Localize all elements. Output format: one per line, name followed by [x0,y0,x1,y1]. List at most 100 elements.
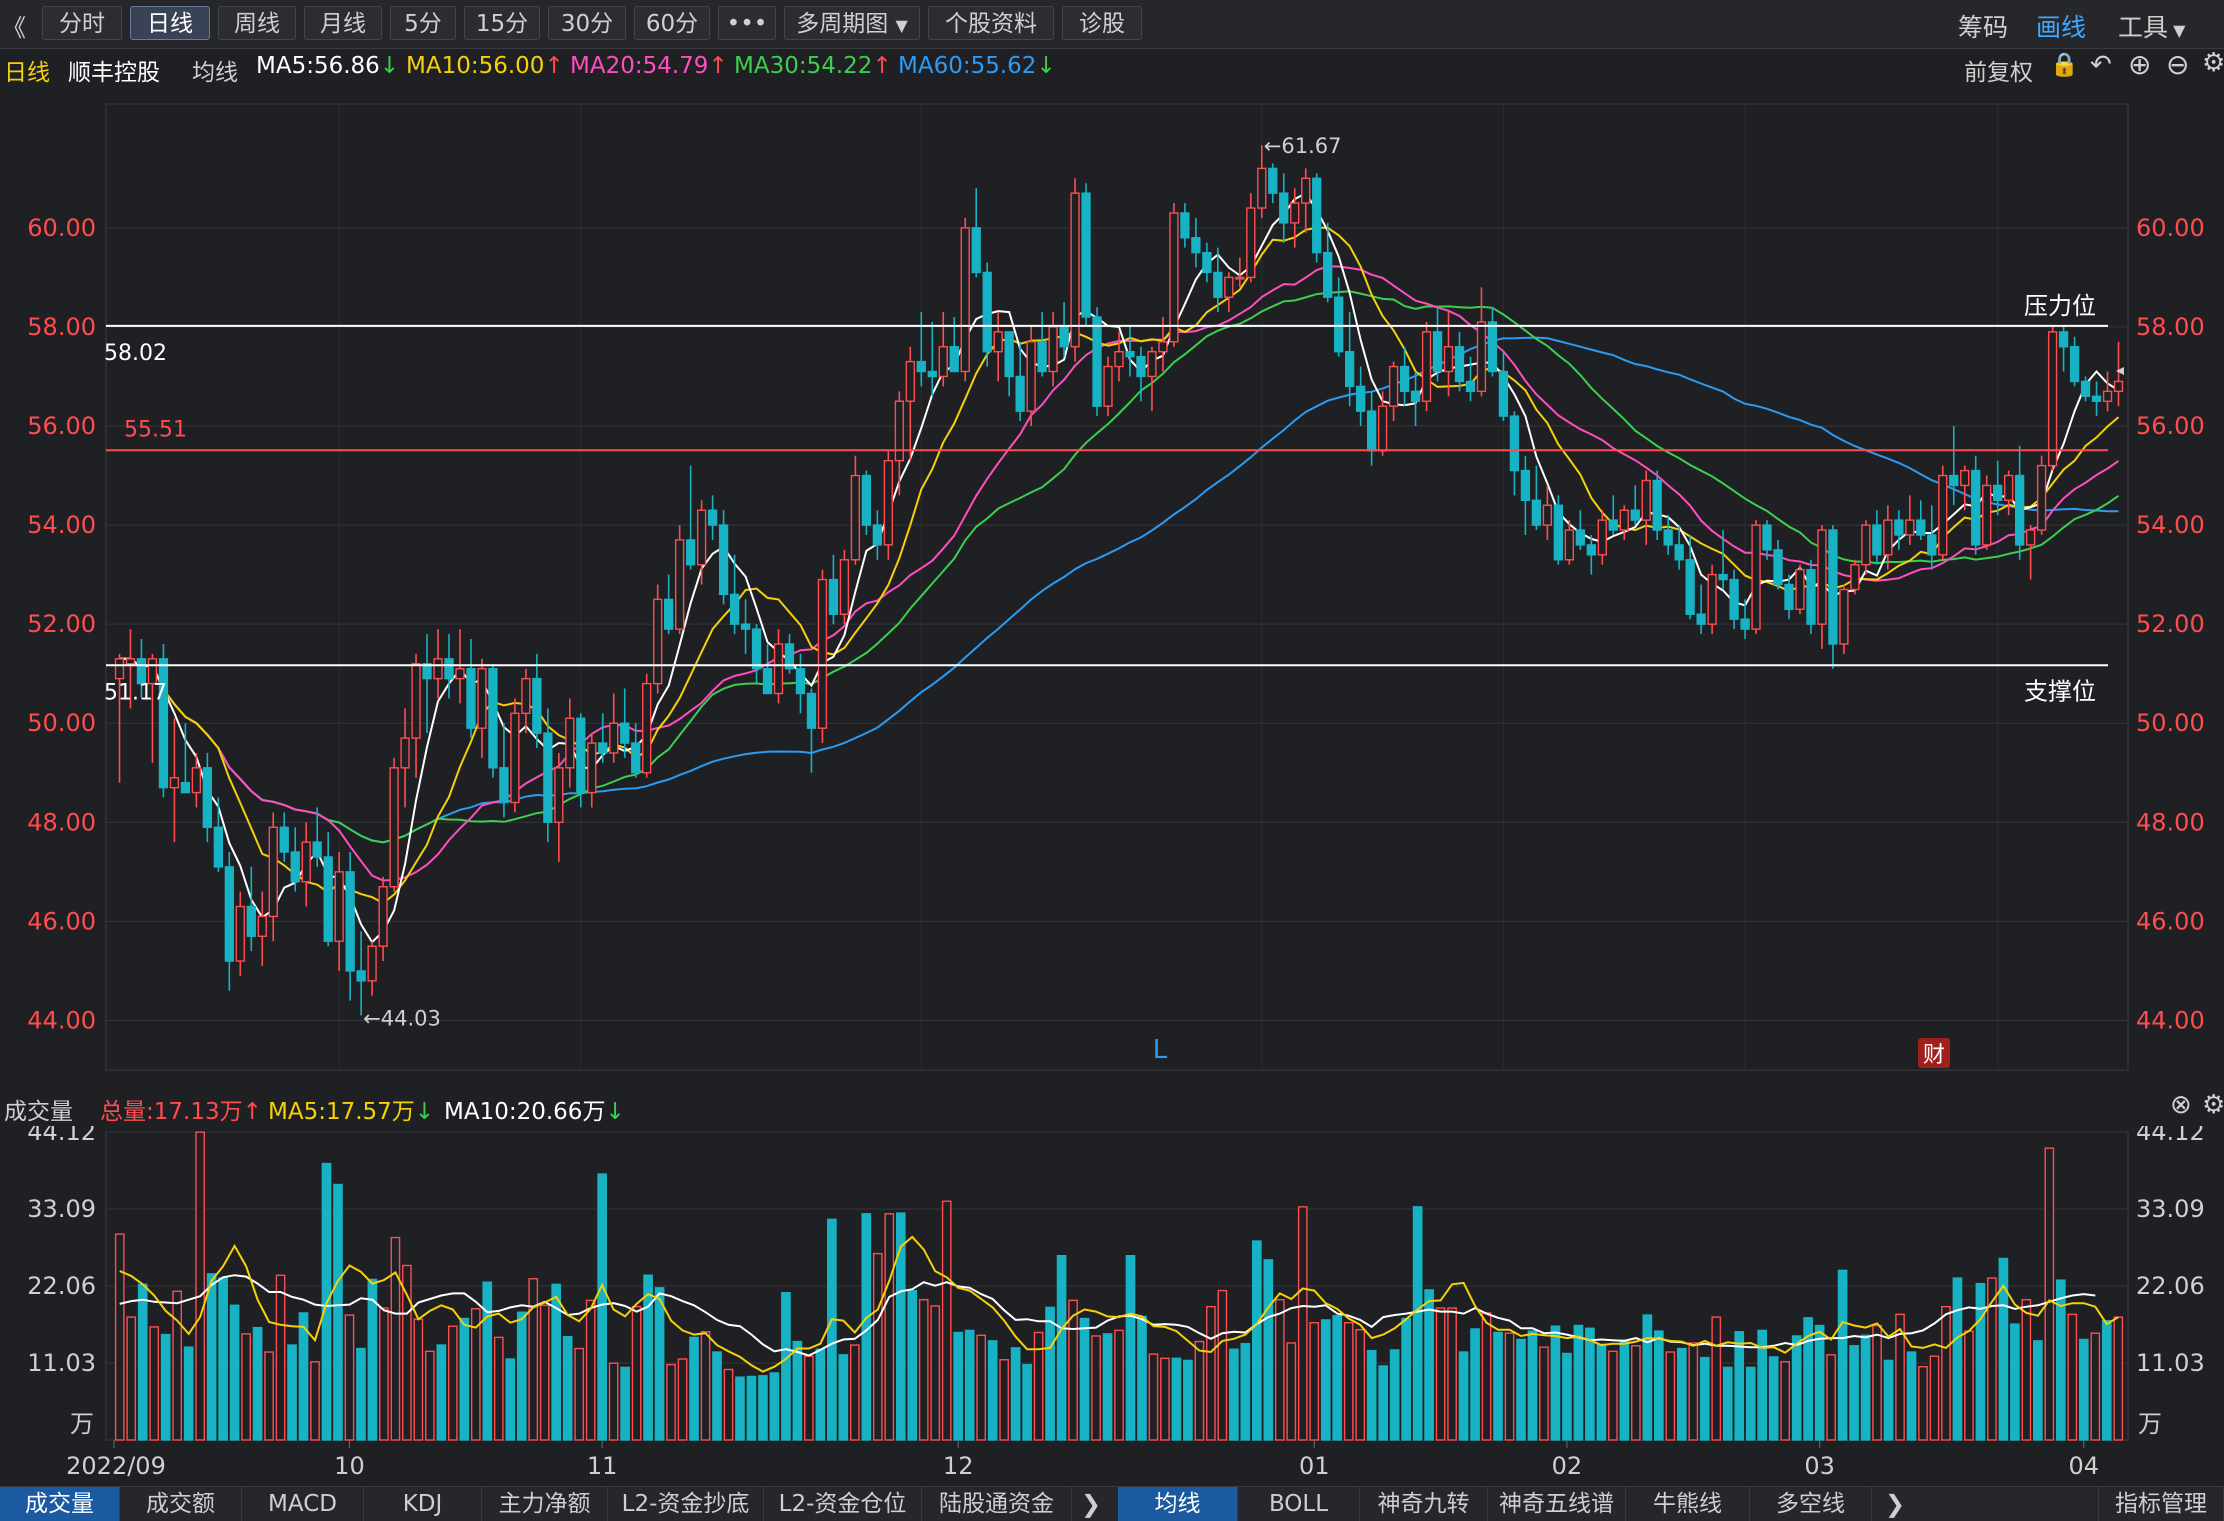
volume-bar [815,1348,826,1441]
indicator-tab-1[interactable]: BOLL [1238,1487,1360,1521]
volume-bar [769,1372,780,1441]
bottom-tab-4[interactable]: 主力净额 [482,1487,608,1521]
toolbar-right-1[interactable]: 画线 [2036,13,2087,42]
indicator-manage-button[interactable]: 指标管理 [2098,1487,2224,1521]
candle-body [213,826,223,868]
candle-body [1630,509,1640,521]
tabs-more-icon[interactable]: ❯ [1080,1490,1102,1518]
toolbar-tab-11[interactable]: 诊股 [1062,6,1142,40]
candle-body [1971,469,1981,546]
ytick-right: 60.00 [2136,214,2205,242]
volume-bar [1079,1317,1090,1441]
volume-bar [1734,1331,1745,1441]
candle-body [1410,390,1421,402]
price-chart[interactable]: 60.00 60.00 58.00 58.00 56.00 56.00 54.00 54.00… [0,88,2224,1076]
toolbar-tab-5[interactable]: 15分 [464,6,540,40]
close-panel-icon[interactable]: ⊗ [2170,1090,2192,1120]
volume-bar [758,1375,768,1441]
volume-bar [425,1350,435,1441]
undo-icon[interactable]: ↶ [2090,50,2112,80]
indicator-tab-3[interactable]: 神奇五线谱 [1488,1487,1626,1521]
zoom-out-icon[interactable]: ⊖ [2166,48,2190,81]
bottom-tab-2[interactable]: MACD [242,1487,364,1521]
toolbar-tab-9[interactable]: 多周期图 ▼ [784,6,920,40]
toolbar-right-2[interactable]: 工具 ▼ [2118,8,2185,44]
volume-bar [241,1333,251,1441]
volume-bar [1883,1359,1894,1441]
toolbar-tab-4[interactable]: 5分 [390,6,456,40]
candle-body [861,474,872,526]
candle-body [960,227,970,373]
bottom-tab-5[interactable]: L2-资金抄底 [608,1487,764,1521]
volume-bar [1355,1329,1366,1441]
zoom-in-icon[interactable]: ⊕ [2128,48,2152,81]
indicator-tab-4[interactable]: 牛熊线 [1626,1487,1750,1521]
toolbar-tab-3[interactable]: 月线 [304,6,382,40]
candle-body [1916,519,1926,536]
toolbar-tab-2[interactable]: 周线 [218,6,296,40]
bottom-tab-3[interactable]: KDJ [364,1487,482,1521]
volume-bar [735,1376,745,1441]
indicator-more-icon[interactable]: ❯ [1884,1490,1906,1518]
candle-body [1652,479,1662,531]
candle-body [356,970,366,982]
candle-body [1707,573,1717,625]
bottom-tab-0[interactable]: 成交量 [0,1487,120,1521]
candle-body [191,767,202,794]
xtick: 10 [334,1452,365,1480]
candle-body [982,271,992,353]
toolbar-tab-6[interactable]: 30分 [548,6,626,40]
toolbar-tab-7[interactable]: 60分 [634,6,710,40]
candle-body [290,851,300,883]
volume-chart[interactable]: 44.12 44.12 33.09 33.09 22.06 22.06 11.03 11.03… [0,1126,2224,1486]
candle-body [1476,321,1487,393]
volume-bar [183,1346,194,1441]
bottom-tab-6[interactable]: L2-资金仓位 [764,1487,922,1521]
candle-body [1993,484,2003,502]
toolbar-tab-0[interactable]: 分时 [42,6,122,40]
volume-bar [689,1336,699,1441]
candle-body [1828,529,1838,645]
candle-body [433,658,443,680]
bottom-tab-7[interactable]: 陆股通资金 [922,1487,1072,1521]
toolbar-tab-1[interactable]: 日线 [130,6,210,40]
volume-bar [1125,1255,1136,1441]
toolbar-right-0[interactable]: 筹码 [1958,13,2009,42]
back-button[interactable]: 《 [2,14,26,42]
settings-icon[interactable]: ⚙ [2202,48,2224,78]
candle-body [839,559,850,615]
volume-bar [1757,1329,1768,1441]
volume-bar [413,1318,424,1441]
candle-body [675,539,685,630]
volume-bar [1458,1351,1469,1441]
volume-bar [1435,1307,1446,1441]
toolbar-tab-10[interactable]: 个股资料 [928,6,1054,40]
candle-body [1290,202,1300,224]
ma10-value: MA10:56.00↑ [406,53,564,79]
candle-body [620,722,630,744]
volume-bar [1918,1365,1928,1441]
fq-button[interactable]: 前复权 [1964,60,2033,86]
ma-title[interactable]: 均线 [192,60,238,86]
ma30-value: MA30:54.22↑ [734,53,892,79]
candle-body [883,459,893,546]
volume-bar [987,1340,998,1441]
volume-settings-icon[interactable]: ⚙ [2202,1090,2224,1120]
volume-bar [1573,1324,1584,1441]
volume-bar [1412,1206,1423,1441]
volume-bar [1297,1206,1308,1441]
indicator-tab-2[interactable]: 神奇九转 [1360,1487,1488,1521]
bottom-tab-1[interactable]: 成交额 [120,1487,242,1521]
toolbar-tab-8[interactable]: ••• [718,6,776,40]
indicator-tab-0[interactable]: 均线 [1118,1487,1238,1521]
candle-body [1762,524,1772,551]
candle-body [773,643,784,695]
volume-bar [884,1213,895,1441]
candle-body [279,826,289,853]
indicator-tab-5[interactable]: 多空线 [1750,1487,1872,1521]
lock-icon[interactable]: 🔒 [2050,52,2079,78]
candle-body [740,623,751,630]
volume-bar [218,1277,228,1441]
candle-body [1751,524,1761,630]
candle-body [872,524,883,546]
